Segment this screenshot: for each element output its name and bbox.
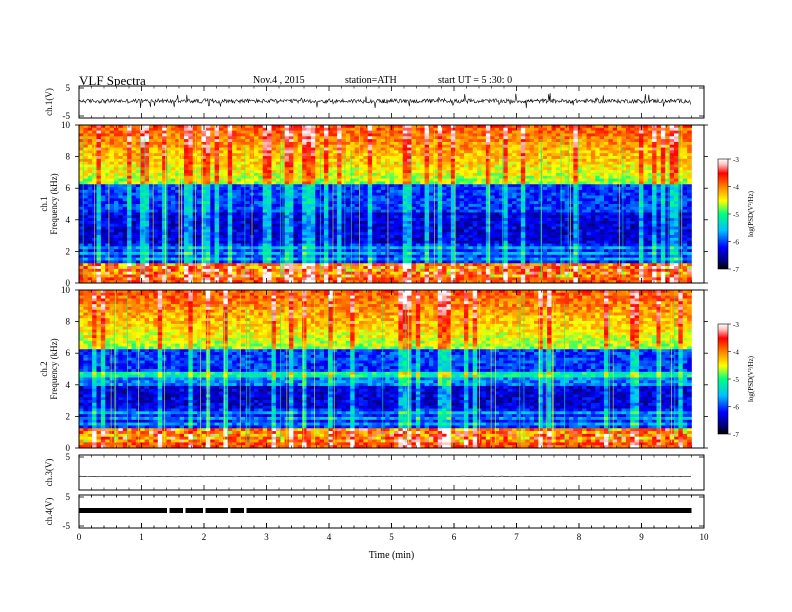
y-tick-label: 6 xyxy=(66,348,71,358)
colorbar-ch.1 xyxy=(717,158,729,270)
station-label: station=ATH xyxy=(345,75,397,86)
chart-title: VLF Spectra xyxy=(79,73,146,88)
y-axis-label: ch.4(V) xyxy=(44,498,54,526)
y-tick-label: -5 xyxy=(63,521,71,531)
y-axis-label: Frequency (kHz) xyxy=(49,338,59,399)
colorbar-tick-label: -5 xyxy=(733,376,739,384)
colorbar-ch.2 xyxy=(717,323,729,435)
y-tick-label: 5 xyxy=(66,492,71,502)
waveform-gap xyxy=(183,508,186,513)
x-tick-label: 1 xyxy=(139,532,144,542)
x-tick-label: 4 xyxy=(327,532,332,542)
x-tick-label: 5 xyxy=(389,532,394,542)
x-tick-label: 7 xyxy=(514,532,519,542)
colorbar-tick-label: -4 xyxy=(733,349,739,357)
colorbar-tick-label: -3 xyxy=(733,156,739,164)
x-axis-label: Time (min) xyxy=(369,550,414,561)
spectrogram-ch.1 xyxy=(79,125,704,284)
waveform-gap xyxy=(228,508,231,513)
y-tick-label: 0 xyxy=(66,278,71,288)
x-tick-label: 10 xyxy=(700,532,710,542)
y-tick-label: 2 xyxy=(66,246,71,256)
y-axis-label: ch.1(V) xyxy=(44,88,54,116)
spectrogram-ch.2 xyxy=(79,290,704,449)
colorbar-tick-label: -4 xyxy=(733,184,739,192)
colorbar-tick-label: -6 xyxy=(733,239,739,247)
x-tick-label: 8 xyxy=(577,532,582,542)
waveform-trace xyxy=(78,93,692,109)
date-label: Nov.4 , 2015 xyxy=(253,75,305,86)
y-tick-label: 8 xyxy=(66,152,71,162)
colorbar-label: log(PSD(V²/Hz) xyxy=(747,355,755,402)
y-axis-channel-label: ch.1 xyxy=(39,196,49,211)
waveform-gap xyxy=(167,508,170,513)
y-axis-label: Frequency (kHz) xyxy=(49,173,59,234)
panel-frame-ch.3(V) xyxy=(78,454,705,491)
y-tick-label: 5 xyxy=(66,452,71,462)
y-axis-channel-label: ch.2 xyxy=(39,361,49,376)
colorbar-tick-label: -6 xyxy=(733,404,739,412)
y-tick-label: 4 xyxy=(66,215,71,225)
x-tick-label: 3 xyxy=(264,532,269,542)
x-tick-label: 9 xyxy=(639,532,644,542)
y-tick-label: -5 xyxy=(63,111,71,121)
colorbar-tick-label: -5 xyxy=(733,211,739,219)
y-tick-label: 6 xyxy=(66,183,71,193)
y-tick-label: 8 xyxy=(66,317,71,327)
y-tick-label: 0 xyxy=(66,443,71,453)
colorbar-label: log(PSD(V²/Hz) xyxy=(747,190,755,237)
y-tick-label: 5 xyxy=(66,83,71,93)
y-axis-label: ch.3(V) xyxy=(44,459,54,487)
y-tick-label: 10 xyxy=(61,120,71,130)
y-tick-label: 10 xyxy=(61,285,71,295)
x-tick-label: 2 xyxy=(202,532,207,542)
x-tick-label: 0 xyxy=(77,532,82,542)
waveform-trace xyxy=(79,508,692,513)
waveform-gap xyxy=(244,508,247,513)
x-tick-label: 6 xyxy=(452,532,457,542)
colorbar-tick-label: -7 xyxy=(733,266,739,274)
waveform-trace xyxy=(78,475,692,478)
waveform-gap xyxy=(203,508,206,513)
colorbar-tick-label: -3 xyxy=(733,321,739,329)
y-tick-label: 2 xyxy=(66,411,71,421)
colorbar-tick-label: -7 xyxy=(733,431,739,439)
start-time-label: start UT = 5 :30: 0 xyxy=(438,75,513,86)
y-tick-label: 4 xyxy=(66,380,71,390)
